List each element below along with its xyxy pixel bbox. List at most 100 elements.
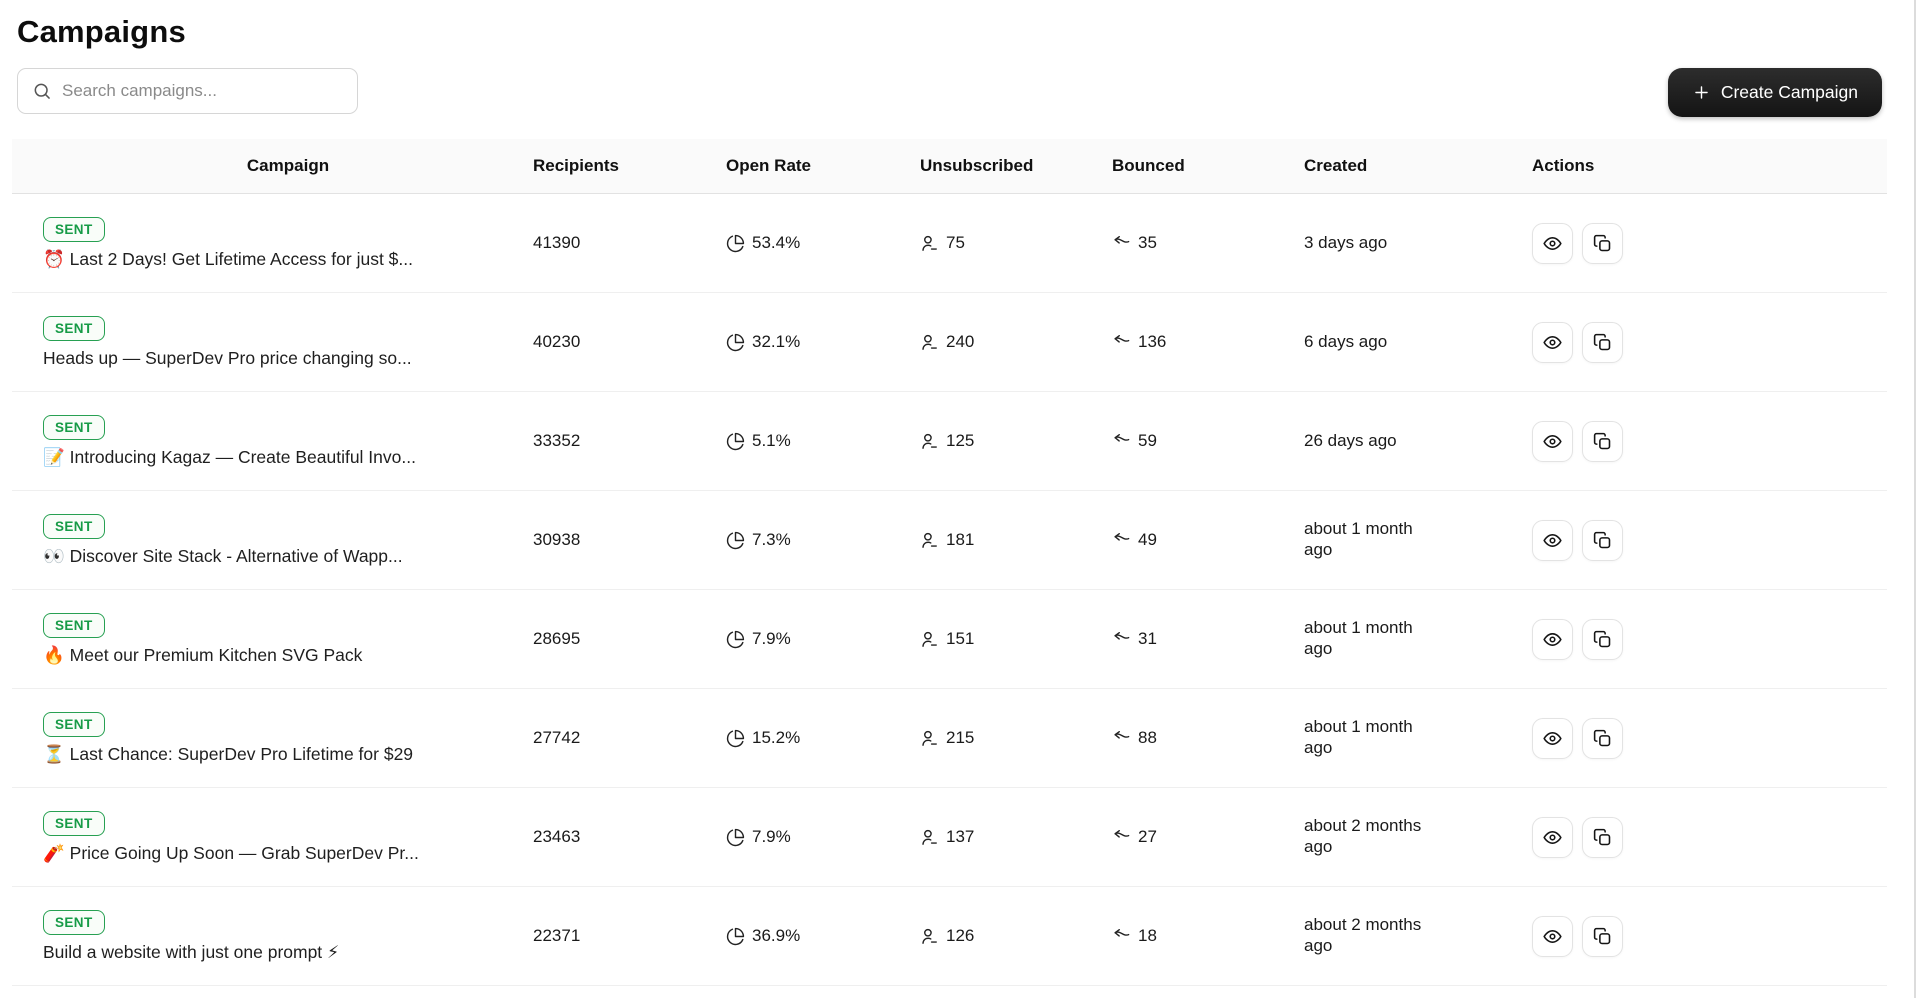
eye-icon bbox=[1542, 332, 1563, 353]
status-badge: SENT bbox=[43, 612, 105, 638]
pie-chart-icon bbox=[726, 828, 745, 847]
copy-icon bbox=[1592, 926, 1613, 947]
recipients-value: 41390 bbox=[533, 233, 581, 252]
duplicate-button[interactable] bbox=[1582, 717, 1623, 759]
search-input[interactable] bbox=[62, 81, 343, 101]
pie-chart-icon bbox=[726, 729, 745, 748]
recipients-value: 27742 bbox=[533, 728, 581, 747]
created-value: about 2 months ago bbox=[1304, 816, 1422, 856]
bounce-arrow-icon bbox=[1112, 729, 1131, 748]
campaign-title[interactable]: Build a website with just one prompt ⚡ bbox=[43, 941, 340, 962]
view-button[interactable] bbox=[1532, 321, 1573, 363]
bounced-value: 31 bbox=[1138, 629, 1157, 648]
open-rate-value: 7.9% bbox=[752, 629, 791, 648]
campaign-title[interactable]: 👀 Discover Site Stack - Alternative of W… bbox=[43, 545, 403, 566]
page-scrollbar[interactable] bbox=[1914, 0, 1916, 998]
created-value: 3 days ago bbox=[1304, 232, 1388, 252]
campaign-title[interactable]: 📝 Introducing Kagaz — Create Beautiful I… bbox=[43, 446, 416, 467]
status-badge: SENT bbox=[43, 513, 105, 539]
create-campaign-button[interactable]: Create Campaign bbox=[1667, 68, 1882, 117]
unsubscribed-value: 126 bbox=[946, 926, 975, 945]
view-button[interactable] bbox=[1532, 420, 1573, 462]
view-button[interactable] bbox=[1532, 915, 1573, 957]
bounce-arrow-icon bbox=[1112, 927, 1131, 946]
eye-icon bbox=[1542, 431, 1563, 452]
bounced-value: 136 bbox=[1138, 332, 1167, 351]
view-button[interactable] bbox=[1532, 618, 1573, 660]
campaigns-table: Campaign Recipients Open Rate Unsubscrib… bbox=[12, 139, 1887, 986]
user-minus-icon bbox=[920, 432, 939, 451]
eye-icon bbox=[1542, 629, 1563, 650]
duplicate-button[interactable] bbox=[1582, 816, 1623, 858]
status-badge: SENT bbox=[43, 909, 105, 935]
view-button[interactable] bbox=[1532, 519, 1573, 561]
pie-chart-icon bbox=[726, 630, 745, 649]
status-badge: SENT bbox=[43, 414, 105, 440]
col-open-rate: Open Rate bbox=[726, 156, 812, 175]
bounce-arrow-icon bbox=[1112, 630, 1131, 649]
bounced-value: 49 bbox=[1138, 530, 1157, 549]
campaign-title[interactable]: Heads up — SuperDev Pro price changing s… bbox=[43, 347, 412, 368]
create-campaign-label: Create Campaign bbox=[1720, 82, 1858, 102]
duplicate-button[interactable] bbox=[1582, 519, 1623, 561]
user-minus-icon bbox=[920, 333, 939, 352]
open-rate-value: 7.9% bbox=[752, 827, 791, 846]
created-value: about 2 months ago bbox=[1304, 915, 1422, 955]
open-rate-value: 5.1% bbox=[752, 431, 791, 450]
view-button[interactable] bbox=[1532, 717, 1573, 759]
created-value: 26 days ago bbox=[1304, 430, 1397, 450]
pie-chart-icon bbox=[726, 927, 745, 946]
table-row: SENT ⏳ Last Chance: SuperDev Pro Lifetim… bbox=[12, 689, 1887, 788]
eye-icon bbox=[1542, 728, 1563, 749]
table-row: SENT 🧨 Price Going Up Soon — Grab SuperD… bbox=[12, 788, 1887, 887]
campaign-title[interactable]: ⏰ Last 2 Days! Get Lifetime Access for j… bbox=[43, 248, 413, 269]
table-row: SENT Heads up — SuperDev Pro price chang… bbox=[12, 293, 1887, 392]
created-value: 6 days ago bbox=[1304, 331, 1388, 351]
unsubscribed-value: 215 bbox=[946, 728, 975, 747]
bounced-value: 88 bbox=[1138, 728, 1157, 747]
duplicate-button[interactable] bbox=[1582, 222, 1623, 264]
copy-icon bbox=[1592, 332, 1613, 353]
bounce-arrow-icon bbox=[1112, 828, 1131, 847]
page-header: Campaigns Create Campaign bbox=[0, 0, 1920, 117]
open-rate-value: 32.1% bbox=[752, 332, 801, 351]
duplicate-button[interactable] bbox=[1582, 321, 1623, 363]
bounce-arrow-icon bbox=[1112, 432, 1131, 451]
unsubscribed-value: 137 bbox=[946, 827, 975, 846]
bounced-value: 35 bbox=[1138, 233, 1157, 252]
copy-icon bbox=[1592, 827, 1613, 848]
table-row: SENT 📝 Introducing Kagaz — Create Beauti… bbox=[12, 392, 1887, 491]
campaign-title[interactable]: 🔥 Meet our Premium Kitchen SVG Pack bbox=[43, 644, 363, 665]
eye-icon bbox=[1542, 530, 1563, 551]
bounced-value: 59 bbox=[1138, 431, 1157, 450]
copy-icon bbox=[1592, 431, 1613, 452]
search-box[interactable] bbox=[17, 68, 358, 114]
view-button[interactable] bbox=[1532, 816, 1573, 858]
table-row: SENT Build a website with just one promp… bbox=[12, 887, 1887, 986]
open-rate-value: 7.3% bbox=[752, 530, 791, 549]
view-button[interactable] bbox=[1532, 222, 1573, 264]
col-bounced: Bounced bbox=[1112, 156, 1185, 175]
status-badge: SENT bbox=[43, 216, 105, 242]
recipients-value: 28695 bbox=[533, 629, 581, 648]
user-minus-icon bbox=[920, 531, 939, 550]
recipients-value: 22371 bbox=[533, 926, 581, 945]
unsubscribed-value: 125 bbox=[946, 431, 975, 450]
open-rate-value: 15.2% bbox=[752, 728, 801, 747]
eye-icon bbox=[1542, 926, 1563, 947]
unsubscribed-value: 75 bbox=[946, 233, 965, 252]
status-badge: SENT bbox=[43, 315, 105, 341]
bounced-value: 27 bbox=[1138, 827, 1157, 846]
duplicate-button[interactable] bbox=[1582, 420, 1623, 462]
campaign-title[interactable]: 🧨 Price Going Up Soon — Grab SuperDev Pr… bbox=[43, 842, 419, 863]
bounce-arrow-icon bbox=[1112, 333, 1131, 352]
bounce-arrow-icon bbox=[1112, 531, 1131, 550]
table-row: SENT ⏰ Last 2 Days! Get Lifetime Access … bbox=[12, 194, 1887, 293]
duplicate-button[interactable] bbox=[1582, 618, 1623, 660]
recipients-value: 33352 bbox=[533, 431, 581, 450]
copy-icon bbox=[1592, 728, 1613, 749]
col-recipients: Recipients bbox=[533, 156, 619, 175]
table-row: SENT 👀 Discover Site Stack - Alternative… bbox=[12, 491, 1887, 590]
campaign-title[interactable]: ⏳ Last Chance: SuperDev Pro Lifetime for… bbox=[43, 743, 414, 764]
duplicate-button[interactable] bbox=[1582, 915, 1623, 957]
